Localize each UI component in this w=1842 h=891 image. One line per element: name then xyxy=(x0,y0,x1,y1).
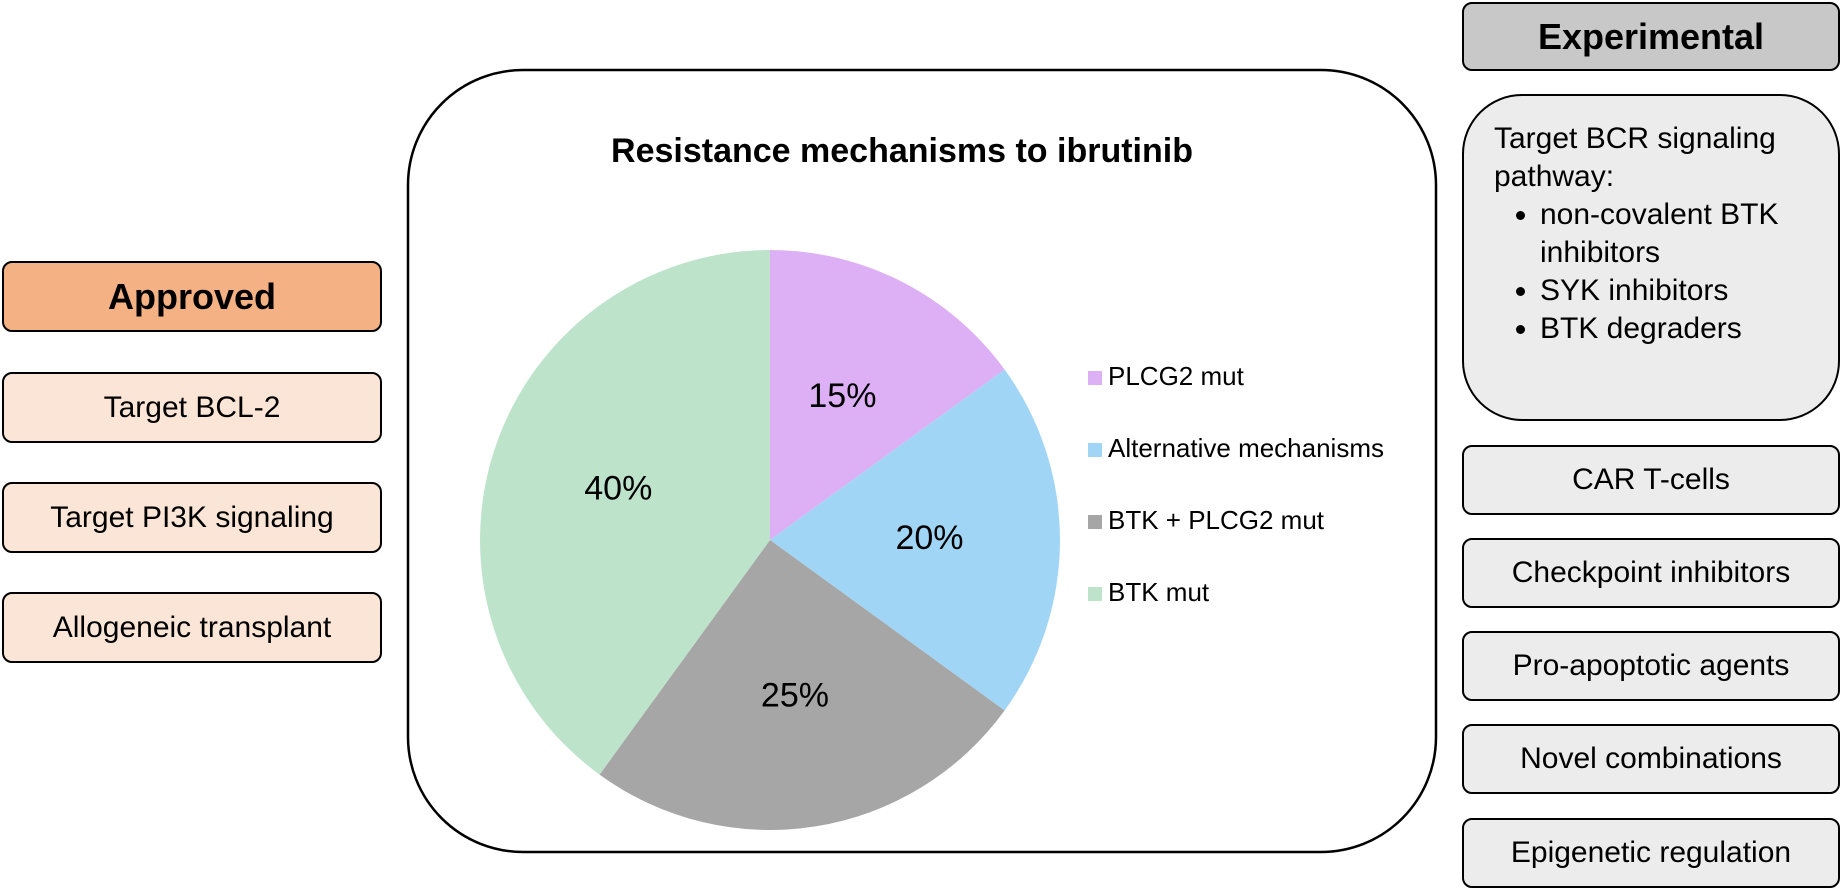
legend-label: PLCG2 mut xyxy=(1108,361,1245,391)
legend-label: BTK + PLCG2 mut xyxy=(1108,505,1325,535)
legend-label: Alternative mechanisms xyxy=(1108,433,1384,463)
bcr-list: non-covalent BTK inhibitorsSYK inhibitor… xyxy=(1494,196,1818,348)
value-label: 25% xyxy=(761,677,829,715)
value-label: 40% xyxy=(584,470,652,508)
experimental-item: Checkpoint inhibitors xyxy=(1462,538,1840,608)
experimental-item: Pro-apoptotic agents xyxy=(1462,631,1840,701)
bcr-bullet: BTK degraders xyxy=(1540,310,1818,348)
value-label: 15% xyxy=(808,377,876,415)
experimental-title: Experimental xyxy=(1462,2,1840,71)
approved-item: Target PI3K signaling xyxy=(2,482,382,553)
legend-swatch xyxy=(1088,443,1102,457)
approved-item: Target BCL-2 xyxy=(2,372,382,443)
bcr-heading: Target BCR signaling pathway: xyxy=(1494,122,1776,193)
legend-swatch xyxy=(1088,515,1102,529)
bcr-box: Target BCR signaling pathway: non-covale… xyxy=(1462,94,1840,421)
pie-slice xyxy=(770,250,1005,540)
experimental-item: Epigenetic regulation xyxy=(1462,818,1840,888)
experimental-item: CAR T-cells xyxy=(1462,445,1840,515)
experimental-item: Novel combinations xyxy=(1462,724,1840,794)
pie-slice xyxy=(770,369,1061,711)
bcr-bullet: SYK inhibitors xyxy=(1540,272,1818,310)
value-label: 20% xyxy=(895,519,963,557)
approved-title: Approved xyxy=(2,261,382,332)
legend-swatch xyxy=(1088,587,1102,601)
bcr-bullet: non-covalent BTK inhibitors xyxy=(1540,196,1818,272)
pie-slice xyxy=(599,540,1005,830)
pie-slice xyxy=(480,250,770,775)
chart-title: Resistance mechanisms to ibrutinib xyxy=(611,132,1193,170)
approved-item: Allogeneic transplant xyxy=(2,592,382,663)
legend-swatch xyxy=(1088,371,1102,385)
legend-label: BTK mut xyxy=(1108,577,1210,607)
